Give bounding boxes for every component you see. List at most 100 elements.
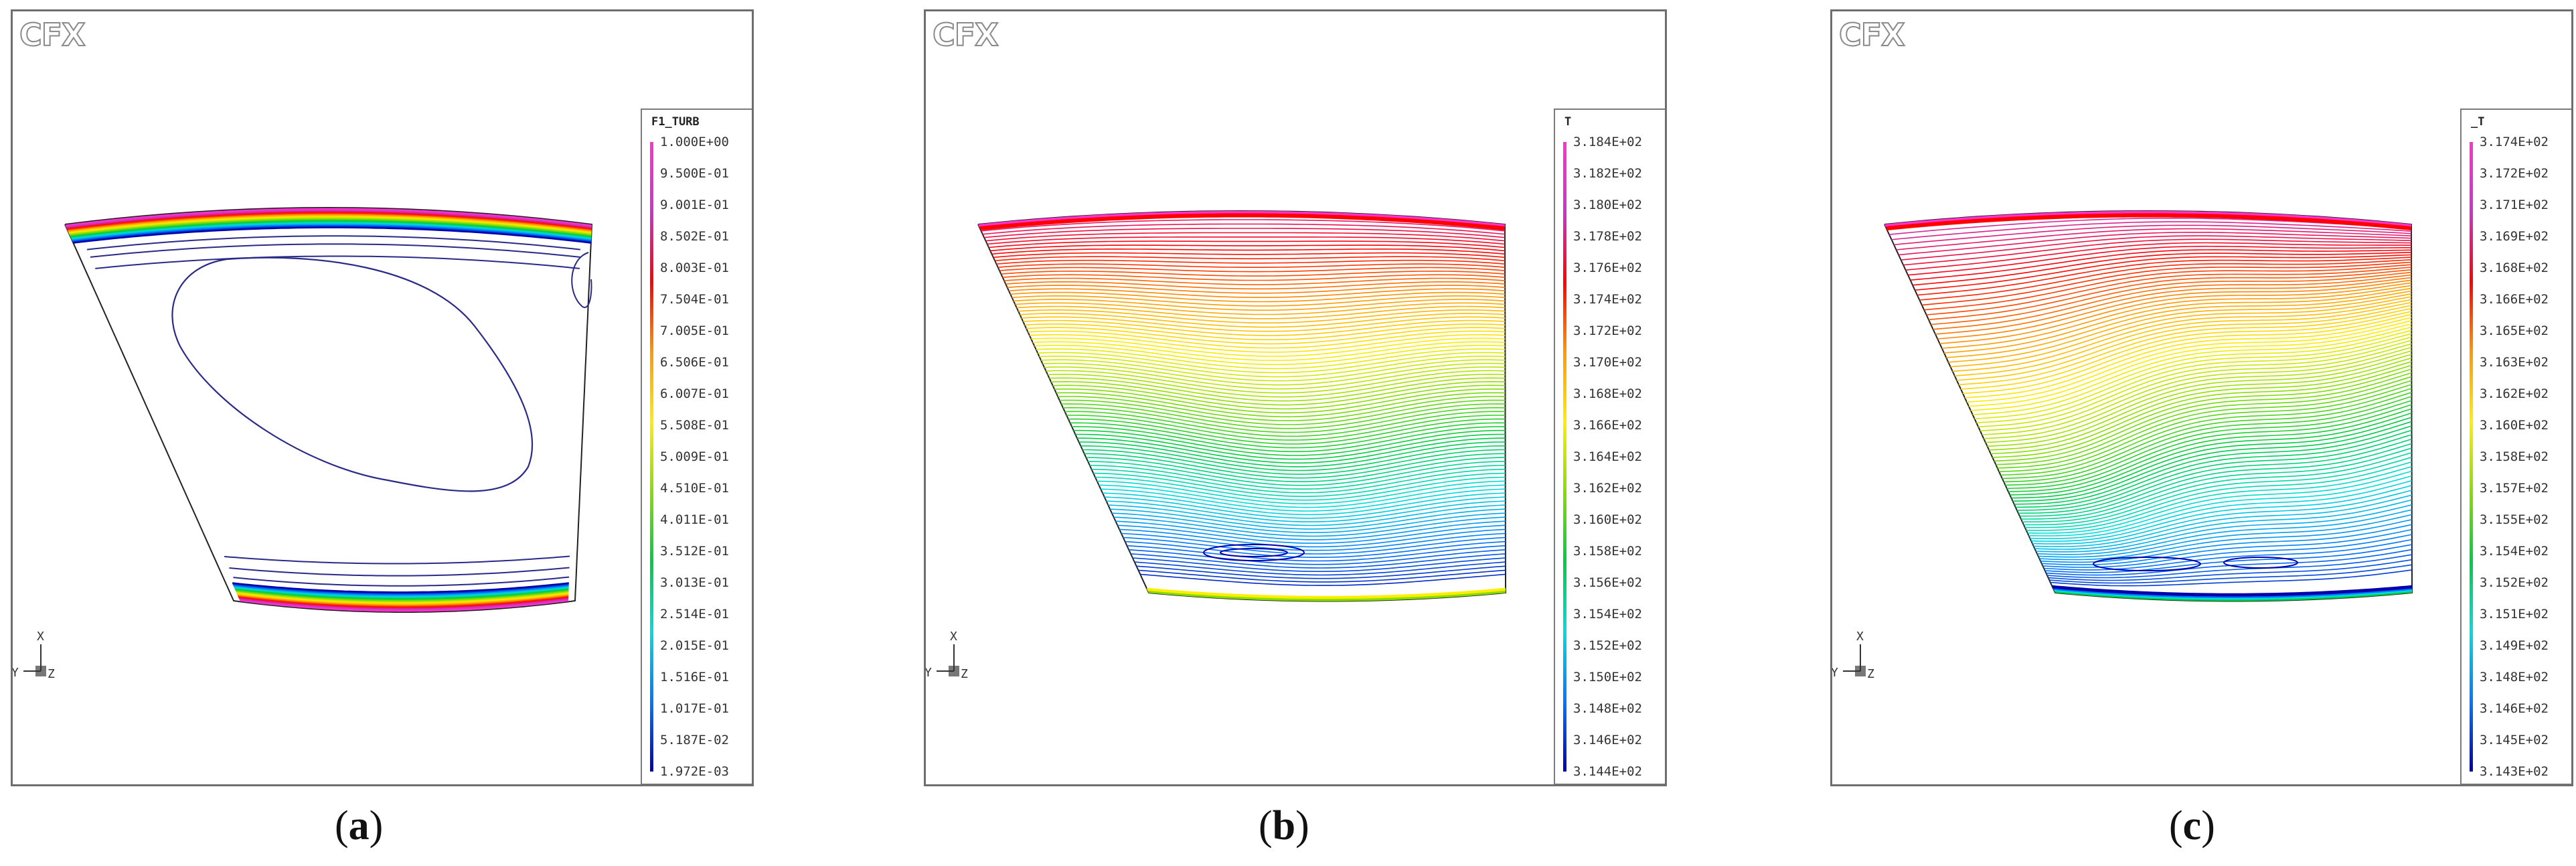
contour-line <box>66 210 592 228</box>
contour-line <box>1026 327 1506 345</box>
contour-line <box>238 595 569 607</box>
contour-line <box>1905 242 2412 271</box>
legend-label: 3.176E+02 <box>1573 261 1642 275</box>
contour-line <box>988 240 1506 248</box>
contour-line <box>90 243 580 258</box>
contour-line <box>2052 587 2413 597</box>
legend-label: 3.148E+02 <box>2480 670 2549 684</box>
contour-line <box>1084 453 1506 479</box>
contour-line <box>1061 403 1506 429</box>
contour-line <box>1886 214 2412 230</box>
contour-line <box>2030 480 2412 539</box>
cfx-logo: CFX <box>932 16 999 54</box>
contour-line <box>1042 362 1506 386</box>
contour-line <box>1933 274 2412 330</box>
contour-line <box>1113 516 1506 537</box>
legend-a: F1_TURB 1.000E+00 9.500E-01 9.001E-01 8.502… <box>641 109 752 784</box>
legend-title-c: _T <box>2471 115 2485 129</box>
contour-line <box>1050 380 1506 406</box>
contour-line <box>1047 374 1506 398</box>
legend-label: 7.005E-01 <box>660 323 729 338</box>
legend-label: 3.144E+02 <box>1573 764 1642 779</box>
contour-line <box>1974 333 2412 419</box>
contour-line <box>2046 549 2413 576</box>
contour-line <box>1984 350 2412 439</box>
contour-line <box>229 567 570 577</box>
legend-label: 7.504E-01 <box>660 292 729 307</box>
contour-line <box>1891 221 2412 240</box>
legend-label: 3.174E+02 <box>1573 292 1642 307</box>
contour-line <box>2022 452 2412 523</box>
contour-line <box>1885 212 2412 228</box>
contour-line <box>234 587 569 599</box>
contour-line <box>1928 269 2412 321</box>
legend-label: 3.172E+02 <box>1573 323 1642 338</box>
contour-line <box>1119 528 1506 548</box>
legend-label: 3.148E+02 <box>1573 701 1642 716</box>
contour-line <box>2046 554 2413 579</box>
contour-line <box>2014 425 2412 505</box>
contour-line <box>1950 296 2412 368</box>
contour-line <box>2020 447 2412 520</box>
contour-line <box>1886 215 2412 230</box>
contour-line <box>70 219 592 237</box>
contour-line <box>1056 392 1506 418</box>
contour-line <box>1015 302 1506 315</box>
contour-line <box>1952 299 2412 372</box>
contour-line <box>68 214 592 232</box>
contour-line <box>1115 520 1506 540</box>
contour-line <box>1068 418 1506 445</box>
contour-line <box>1970 326 2412 411</box>
contour-line <box>1989 361 2412 451</box>
contour-line <box>2016 434 2412 511</box>
contour-line <box>2010 412 2412 496</box>
contour-line <box>1020 313 1506 328</box>
contour-line <box>67 213 592 232</box>
contour-line <box>978 210 1506 226</box>
contour-line <box>67 212 592 231</box>
contour-line <box>979 213 1506 228</box>
legend-label: 3.162E+02 <box>2480 386 2549 401</box>
contour-line <box>1910 249 2412 281</box>
legend-label: 3.150E+02 <box>1573 670 1642 684</box>
legend-label: 3.180E+02 <box>1573 198 1642 212</box>
legend-label: 1.000E+00 <box>660 135 729 149</box>
contour-line <box>68 215 592 233</box>
contour-line <box>1091 468 1506 494</box>
contour-line <box>1917 257 2412 296</box>
legend-label: 3.158E+02 <box>1573 544 1642 559</box>
contour-line <box>1937 279 2412 340</box>
contour-line <box>70 221 592 239</box>
contour-line <box>2000 388 2412 476</box>
legend-label: 3.178E+02 <box>1573 229 1642 244</box>
legend-label: 3.166E+02 <box>1573 418 1642 433</box>
contour-line <box>2023 456 2412 526</box>
contour-line <box>1003 277 1506 285</box>
contour-loop <box>171 257 534 492</box>
legend-label: 3.152E+02 <box>2480 575 2549 590</box>
contour-line <box>1001 271 1506 277</box>
contour-line <box>2044 538 2413 571</box>
contour-line <box>1104 496 1506 519</box>
contour-line <box>2034 499 2412 550</box>
contour-line <box>234 588 569 599</box>
contour-line <box>979 212 1506 228</box>
legend-label: 3.157E+02 <box>2480 481 2549 496</box>
contour-line <box>982 223 1506 235</box>
legend-label: 6.506E-01 <box>660 355 729 370</box>
caption-a: (a) <box>335 803 384 849</box>
contour-line <box>2036 504 2412 553</box>
contour-line <box>1059 399 1506 425</box>
contour-line <box>1913 252 2412 286</box>
contour-line <box>1919 259 2412 301</box>
contour-line <box>981 219 1506 232</box>
contour-line <box>1110 508 1506 530</box>
axis-label-x: X <box>1856 630 1864 644</box>
contour-line <box>1915 254 2412 291</box>
legend-label: 3.160E+02 <box>2480 418 2549 433</box>
contour-line <box>1899 232 2412 256</box>
contour-line <box>1062 407 1506 433</box>
contour-line <box>1996 376 2412 465</box>
contour-line <box>984 228 1506 238</box>
contour-line <box>1980 343 2412 431</box>
